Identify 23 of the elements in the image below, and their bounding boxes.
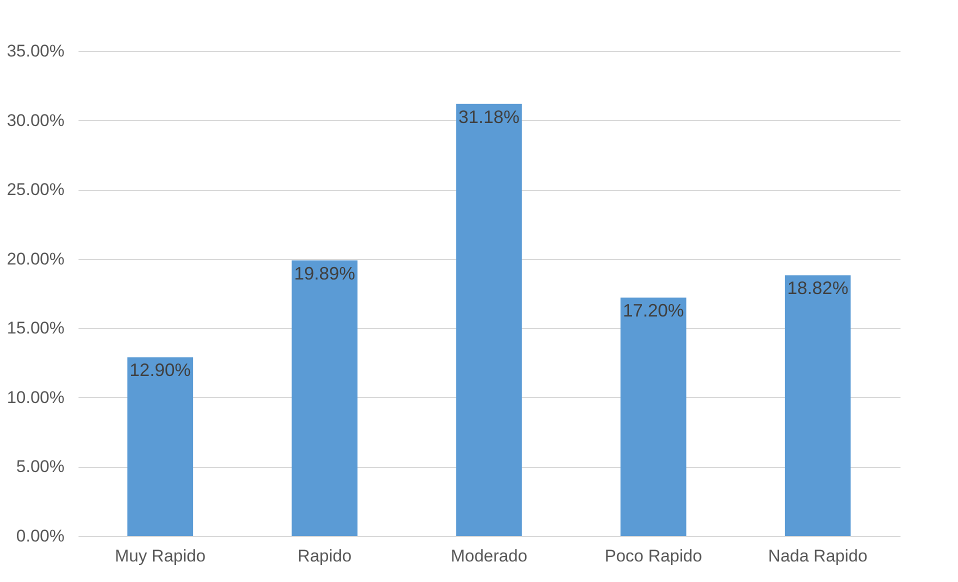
y-tick-label: 15.00%: [6, 318, 64, 338]
bar: [620, 298, 686, 536]
x-tick-label: Nada Rapido: [768, 546, 868, 566]
data-label: 17.20%: [622, 300, 684, 321]
y-tick-label: 30.00%: [6, 110, 64, 130]
x-tick-label: Moderado: [450, 546, 528, 566]
y-tick-label: 0.00%: [16, 526, 64, 546]
bar: [127, 357, 194, 536]
bar: [456, 104, 522, 536]
y-tick-label: 35.00%: [6, 42, 64, 60]
data-label: 31.18%: [458, 106, 520, 127]
x-tick-label: Poco Rapido: [604, 546, 702, 566]
y-tick-label: 5.00%: [16, 457, 64, 476]
x-tick-label: Rapido: [298, 546, 352, 566]
y-tick-label: 25.00%: [6, 180, 64, 200]
bar: [292, 260, 358, 536]
y-tick-label: 20.00%: [6, 249, 64, 268]
data-label: 19.89%: [294, 263, 356, 284]
bar: [784, 275, 851, 536]
x-tick-label: Muy Rapido: [114, 546, 206, 566]
data-label: 18.82%: [787, 278, 848, 298]
y-tick-label: 10.00%: [6, 388, 64, 407]
data-label: 12.90%: [130, 360, 191, 380]
